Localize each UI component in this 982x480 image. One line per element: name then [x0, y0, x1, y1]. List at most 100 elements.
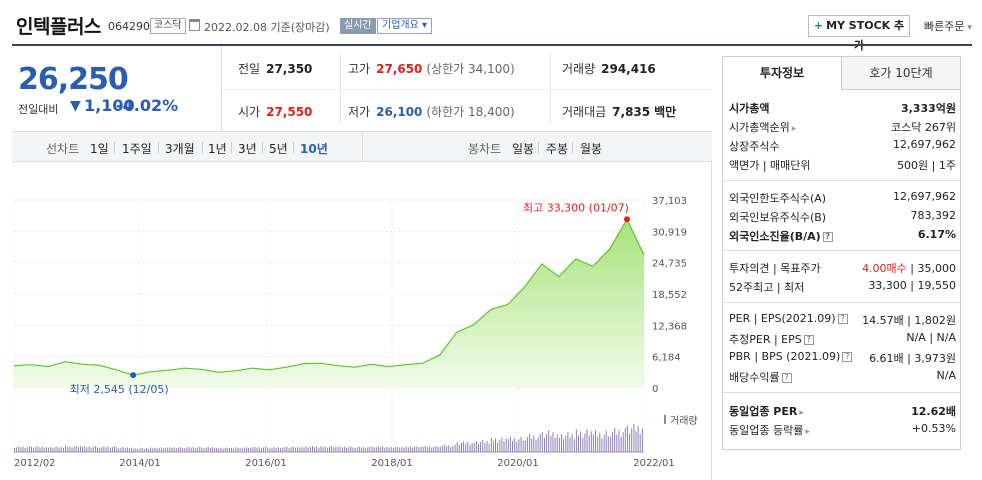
volume-bar	[537, 437, 539, 452]
tab-period-10y[interactable]: 10년	[300, 142, 328, 156]
volume-bar	[154, 447, 156, 452]
volume-bar	[501, 437, 503, 452]
volume-bar	[365, 448, 367, 452]
volume-bar	[605, 430, 607, 452]
high-price: 고가 27,650 (상한가 34,100)	[348, 60, 515, 77]
volume-bar	[524, 440, 526, 452]
volume-bar	[277, 447, 279, 452]
volume-bar	[90, 447, 92, 452]
volume-bar	[520, 436, 522, 452]
tab-invest-info[interactable]: 투자정보	[722, 56, 842, 90]
volume-bar	[284, 447, 286, 452]
volume-bar	[33, 447, 35, 452]
company-info-dropdown[interactable]: 기업개요 ▾	[377, 18, 433, 34]
volume-bar	[45, 447, 47, 452]
market-cap-rank-value: 코스닥 267위	[891, 121, 956, 134]
foreign-held-value: 783,392	[910, 209, 957, 222]
volume-bar	[118, 448, 120, 452]
tab-candle-week[interactable]: 주봉	[546, 142, 569, 156]
volume-bar	[122, 447, 124, 452]
volume-bar	[378, 446, 379, 452]
chart-tabs: 선차트 1일 1주일 3개월 1년 3년 5년 10년 봉차트 일봉 주봉 월봉	[12, 132, 712, 162]
volume-bar	[409, 446, 411, 452]
high-value: 27,650	[376, 62, 423, 76]
volume-bar	[486, 440, 488, 452]
volume-bar	[158, 447, 160, 452]
info-row[interactable]: 동일업종 PER ▸ 12.62배	[729, 401, 956, 419]
tab-period-1d[interactable]: 1일	[90, 142, 109, 156]
volume-bar	[567, 432, 569, 452]
volume-bar	[86, 447, 88, 452]
volume-bar	[22, 446, 24, 452]
price-chart[interactable]: 37,103 30,919 24,735 18,552 12,368 6,184 0 최고 …	[12, 162, 712, 480]
volume-bar	[518, 439, 520, 452]
volume-bar	[275, 448, 277, 452]
divider	[550, 54, 551, 124]
x-tick-label: 2016/01	[245, 458, 287, 469]
volume-bar	[326, 447, 328, 452]
tab-period-1w[interactable]: 1주일	[122, 142, 152, 156]
opinion-value: 4.00매수 | 35,000	[862, 262, 956, 275]
add-mystock-button[interactable]: +MY STOCK 추가	[808, 15, 910, 52]
volume-bar	[16, 447, 18, 452]
volume-bar	[37, 446, 39, 452]
help-icon[interactable]: ?	[837, 314, 848, 324]
realtime-button[interactable]: 실시간	[340, 18, 376, 34]
info-row[interactable]: 동일업종 등락률 ▸ +0.53%	[729, 420, 956, 438]
open-label: 시가	[238, 105, 261, 119]
market-cap-rank-label: 시가총액순위 ▸	[729, 121, 797, 134]
help-icon[interactable]: ?	[842, 352, 853, 362]
volume-bar	[539, 433, 541, 452]
tab-period-5y[interactable]: 5년	[269, 142, 288, 156]
volume-bar	[331, 446, 333, 452]
volume-bar	[116, 447, 118, 452]
volume-bar	[373, 447, 375, 452]
volume-bar	[407, 447, 409, 452]
volume-bar	[399, 447, 401, 452]
tab-period-1y[interactable]: 1년	[208, 142, 227, 156]
volume-bar	[535, 440, 537, 452]
low-value: 26,100	[376, 105, 423, 119]
upper-limit: (상한가 34,100)	[426, 62, 515, 76]
volume-bar	[190, 447, 192, 452]
help-icon[interactable]: ?	[822, 232, 833, 242]
volume-bar	[63, 448, 64, 452]
tab-period-3m[interactable]: 3개월	[165, 142, 195, 156]
volume-bar	[403, 448, 405, 452]
volume-bar	[448, 445, 450, 452]
volume-bar	[216, 447, 218, 452]
quick-order-link[interactable]: 빠른주문 ▾	[924, 18, 972, 34]
volume-bar	[256, 447, 258, 452]
y-tick-label: 30,919	[652, 227, 687, 238]
volume-bar	[171, 448, 173, 452]
volume-bar	[75, 445, 77, 452]
volume-bar	[137, 448, 139, 452]
volume-bar	[94, 446, 96, 452]
tab-candle-month[interactable]: 월봉	[580, 142, 603, 156]
volume-bar	[569, 437, 571, 452]
volume-bar	[546, 434, 548, 452]
candle-chart-label: 봉차트	[468, 142, 502, 156]
volume-bar	[624, 427, 626, 452]
y-tick-label: 24,735	[652, 259, 687, 270]
amount-label: 거래대금	[562, 105, 607, 119]
volume-bar	[335, 446, 337, 452]
calendar-icon	[189, 19, 200, 31]
volume-bar	[120, 447, 122, 452]
volume-bar	[352, 447, 354, 452]
info-row[interactable]: 시가총액순위 ▸ 코스닥 267위	[729, 117, 956, 135]
volume-bar	[597, 436, 599, 452]
tab-orderbook[interactable]: 호가 10단계	[841, 56, 961, 90]
volume-bar	[503, 441, 505, 452]
volume-bar	[258, 447, 260, 452]
volume-bar	[290, 447, 292, 452]
invest-info-body: 시가총액 3,333억원 시가총액순위 ▸ 코스닥 267위 상장주식수 12,697,…	[722, 90, 961, 450]
volume: 거래량 294,416	[562, 60, 656, 77]
tab-period-3y[interactable]: 3년	[238, 142, 257, 156]
help-icon[interactable]: ?	[781, 373, 792, 383]
volume-bar	[39, 447, 41, 452]
y-tick-label: 37,103	[652, 196, 687, 207]
help-icon[interactable]: ?	[803, 335, 814, 345]
volume-bar	[69, 446, 71, 452]
tab-candle-day[interactable]: 일봉	[512, 142, 535, 156]
